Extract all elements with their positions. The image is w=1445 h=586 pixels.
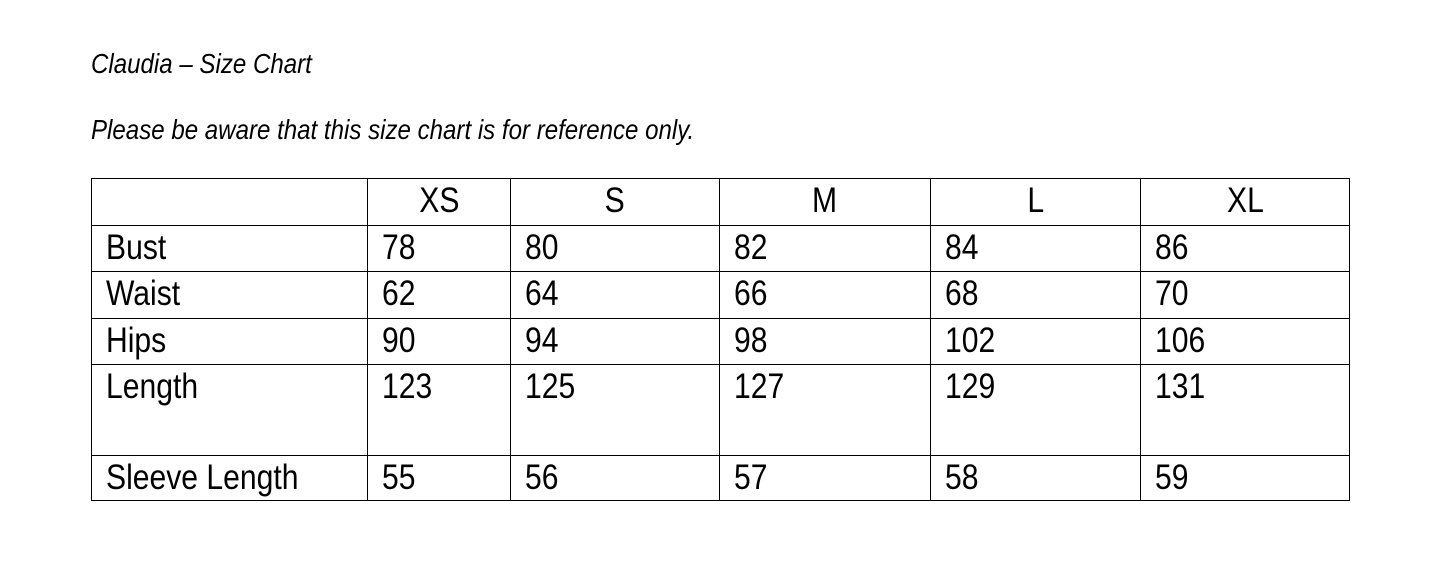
cell-value: 64 [525,274,559,313]
row-label-text: Sleeve Length [106,458,299,497]
row-label-text: Hips [106,321,167,360]
row-label: Bust [91,225,368,272]
table-cell: 102 [930,318,1141,365]
cell-value: 94 [525,321,559,360]
row-label-text: Waist [106,274,181,313]
cell-value: 131 [1155,367,1206,406]
column-header-label: S [604,181,626,220]
table-cell: 123 [367,364,511,456]
column-header-label: L [1027,181,1044,220]
size-chart-table: XS S M L XL Bust 78 80 82 84 86 Waist 62 64 66 68 70 Hips… [91,178,1350,501]
cell-value: 57 [734,458,768,497]
cell-value: 70 [1155,274,1189,313]
table-cell: 94 [510,318,720,365]
table-cell: 58 [930,455,1141,501]
table-cell: 84 [930,225,1141,272]
table-cell: 70 [1140,271,1350,319]
table-cell: 131 [1140,364,1350,456]
table-cell: 86 [1140,225,1350,272]
document-title: Claudia – Size Chart [91,48,312,79]
table-row: Waist 62 64 66 68 70 [91,271,1350,319]
row-label: Waist [91,271,368,319]
cell-value: 59 [1155,458,1189,497]
cell-value: 58 [945,458,979,497]
cell-value: 56 [525,458,559,497]
table-cell: 125 [510,364,720,456]
row-label: Sleeve Length [91,455,368,501]
table-cell: 106 [1140,318,1350,365]
table-cell: 64 [510,271,720,319]
cell-value: 125 [525,367,576,406]
cell-value: 55 [382,458,416,497]
table-cell: 59 [1140,455,1350,501]
table-row: Hips 90 94 98 102 106 [91,318,1350,365]
cell-value: 86 [1155,228,1189,267]
row-label: Length [91,364,368,456]
table-row: Bust 78 80 82 84 86 [91,225,1350,272]
column-header: XL [1140,178,1350,226]
column-header-label: M [812,181,838,220]
header-row: XS S M L XL [91,178,1350,226]
cell-value: 90 [382,321,416,360]
column-header: S [510,178,720,226]
row-label-text: Length [106,367,199,406]
column-header [91,178,368,226]
cell-value: 62 [382,274,416,313]
table-cell: 68 [930,271,1141,319]
column-header: XS [367,178,511,226]
table-cell: 98 [719,318,931,365]
table-cell: 129 [930,364,1141,456]
cell-value: 102 [945,321,996,360]
table-cell: 127 [719,364,931,456]
table-cell: 80 [510,225,720,272]
table-cell: 66 [719,271,931,319]
table-row: Sleeve Length 55 56 57 58 59 [91,455,1350,501]
row-label: Hips [91,318,368,365]
column-header-label: XL [1226,181,1264,220]
cell-value: 78 [382,228,416,267]
cell-value: 129 [945,367,996,406]
column-header-label: XS [418,181,460,220]
cell-value: 106 [1155,321,1206,360]
cell-value: 123 [382,367,433,406]
table-cell: 56 [510,455,720,501]
cell-value: 66 [734,274,768,313]
table-cell: 62 [367,271,511,319]
table-cell: 78 [367,225,511,272]
cell-value: 68 [945,274,979,313]
table-row: Length 123 125 127 129 131 [91,364,1350,456]
table-cell: 57 [719,455,931,501]
cell-value: 80 [525,228,559,267]
row-label-text: Bust [106,228,167,267]
table-cell: 90 [367,318,511,365]
cell-value: 84 [945,228,979,267]
column-header: M [719,178,931,226]
table-cell: 55 [367,455,511,501]
cell-value: 127 [734,367,785,406]
cell-value: 98 [734,321,768,360]
table-cell: 82 [719,225,931,272]
cell-value: 82 [734,228,768,267]
reference-note: Please be aware that this size chart is … [91,114,695,145]
column-header: L [930,178,1141,226]
